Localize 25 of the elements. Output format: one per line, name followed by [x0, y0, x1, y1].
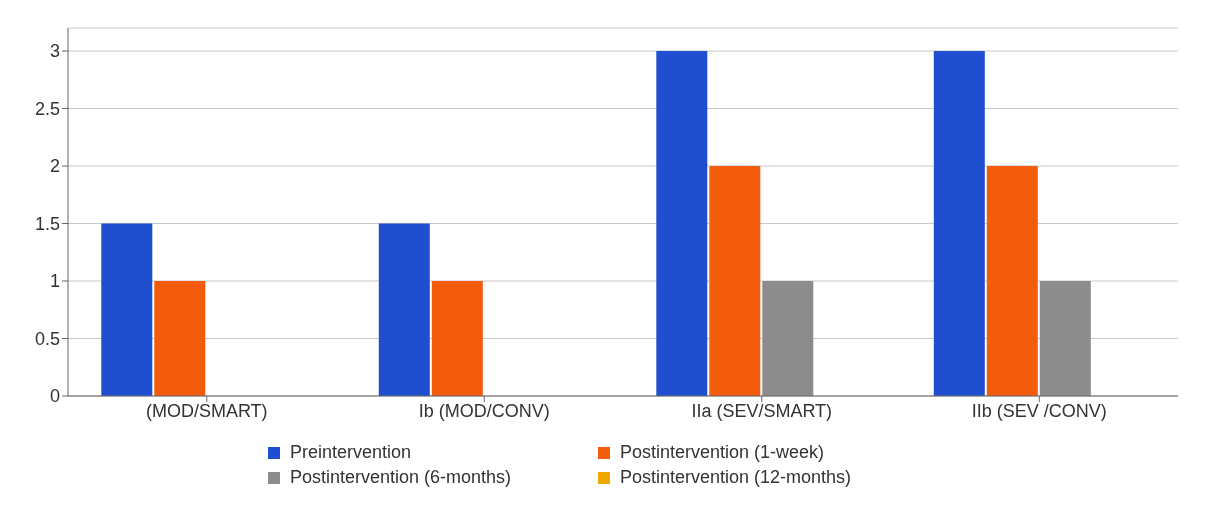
bar — [656, 51, 708, 396]
legend-label: Postintervention (6-months) — [290, 467, 512, 488]
y-tick-label: 1.5 — [34, 213, 60, 234]
bar — [1039, 281, 1091, 396]
y-tick-label: 2.5 — [34, 98, 60, 119]
bar — [378, 223, 430, 396]
bar — [986, 166, 1038, 396]
bar — [709, 166, 761, 396]
bar — [154, 281, 206, 396]
bar — [101, 223, 153, 396]
x-tick-label: IIb (SEV /CONV) — [971, 400, 1107, 421]
y-tick-label: 1 — [49, 271, 60, 292]
legend-label: Preintervention — [290, 442, 412, 463]
bar — [431, 281, 483, 396]
bar — [762, 281, 814, 396]
y-tick-label: 2 — [49, 156, 60, 177]
y-tick-label: 3 — [49, 41, 60, 62]
y-tick-label: 0.5 — [34, 328, 60, 349]
x-tick-label: (MOD/SMART) — [145, 400, 268, 421]
legend-label: Postintervention (1-week) — [620, 442, 825, 463]
x-tick-label: Ib (MOD/CONV) — [418, 400, 550, 421]
legend-label: Postintervention (12-months) — [620, 467, 852, 488]
y-tick-label: 0 — [49, 386, 60, 407]
x-tick-label: IIa (SEV/SMART) — [691, 400, 833, 421]
bar — [933, 51, 985, 396]
